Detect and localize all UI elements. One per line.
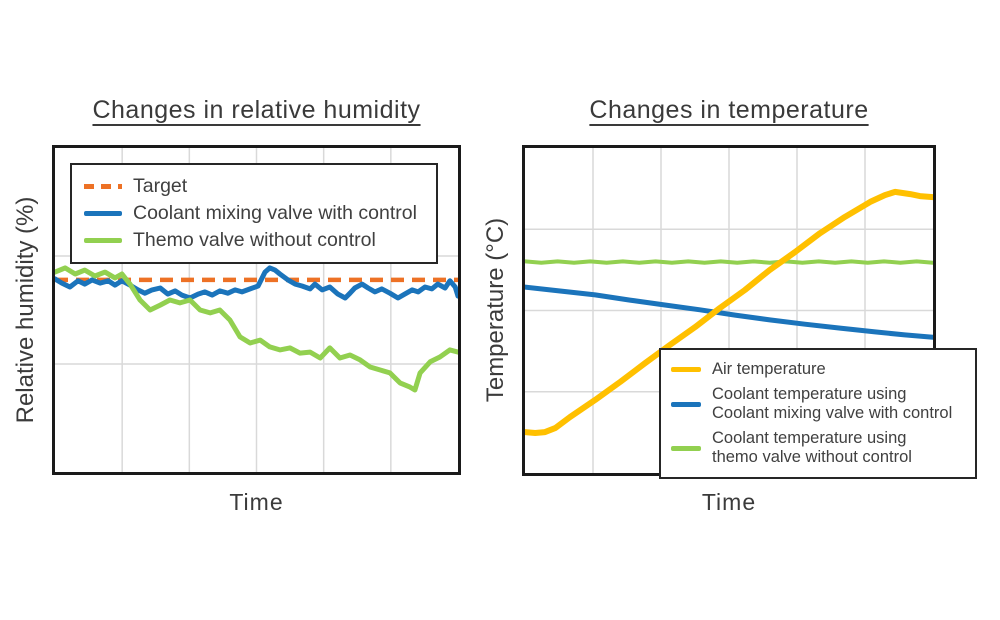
blue-line-swatch — [671, 401, 701, 407]
target-dashed-line-swatch — [84, 184, 122, 189]
legend-item-themo-valve: Themo valve without control — [84, 227, 426, 254]
legend-label: Coolant temperature using themo valve wi… — [712, 429, 912, 466]
legend-label: Target — [133, 175, 188, 197]
legend-item-coolant-mixing-valve: Coolant mixing valve with control — [84, 200, 426, 227]
series-line-air-temperature — [525, 188, 933, 436]
humidity-plot-area: Target Coolant mixing valve with control… — [52, 145, 461, 475]
humidity-x-axis-label: Time — [229, 489, 284, 515]
green-line-swatch — [671, 445, 701, 451]
legend-label: Themo valve without control — [133, 229, 376, 251]
humidity-chart-title: Changes in relative humidity — [52, 96, 461, 125]
humidity-y-axis-label: Relative humidity (%) — [12, 196, 39, 424]
temperature-chart-svg — [525, 148, 933, 473]
legend-label: Coolant mixing valve with control — [133, 202, 417, 224]
series-line-coolant-temperature-using-coolant-mixing-valve-with-control — [525, 284, 933, 340]
temperature-x-axis-label: Time — [701, 489, 757, 515]
legend-label: Air temperature — [712, 360, 826, 378]
series-line-themo-valve-without-control — [55, 265, 458, 393]
humidity-legend: Target Coolant mixing valve with control… — [70, 163, 438, 264]
green-line-swatch — [84, 238, 122, 243]
legend-item-coolant-temp-without-control: Coolant temperature using themo valve wi… — [671, 426, 965, 470]
temperature-legend: Air temperature Coolant temperature usin… — [659, 348, 977, 479]
legend-item-target: Target — [84, 173, 426, 200]
temperature-y-axis-label: Temperature (°C) — [482, 217, 509, 403]
legend-label: Coolant temperature using Coolant mixing… — [712, 385, 953, 422]
humidity-chart-title-text: Changes in relative humidity — [92, 96, 421, 124]
yellow-line-swatch — [671, 367, 701, 372]
temperature-chart-title-text: Changes in temperature — [589, 96, 869, 124]
legend-item-air-temperature: Air temperature — [671, 357, 965, 382]
temperature-plot-area: Air temperature Coolant temperature usin… — [522, 145, 977, 479]
temperature-chart-title: Changes in temperature — [522, 96, 936, 125]
blue-line-swatch — [84, 211, 122, 216]
series-line-coolant-temperature-using-themo-valve-without-control — [525, 259, 933, 265]
legend-item-coolant-temp-with-control: Coolant temperature using Coolant mixing… — [671, 382, 965, 426]
